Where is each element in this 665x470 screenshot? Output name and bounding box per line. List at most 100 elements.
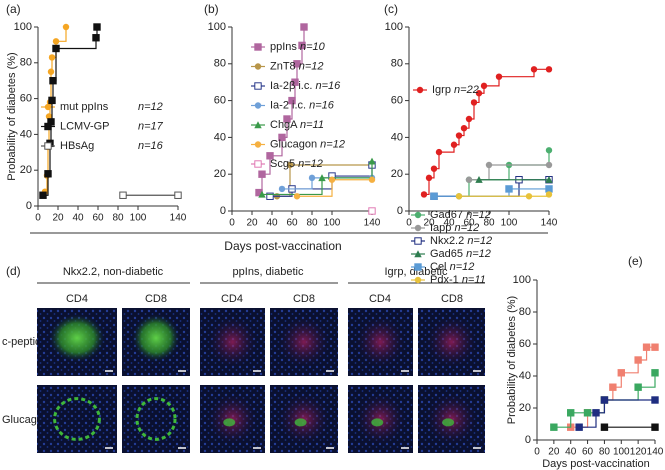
marker <box>266 152 274 160</box>
subcolumn-header: CD4 <box>369 293 391 305</box>
legend-label: Gad67 n=12 <box>430 209 491 221</box>
infiltrate <box>424 314 479 370</box>
column-header: Nkx2.2, non-diabetic <box>63 266 164 278</box>
marker <box>525 193 533 200</box>
legend-label: Igrp n=22 <box>432 84 479 96</box>
legend-label: Ia-2β i.c. n=16 <box>270 80 341 92</box>
legend-label: mut ppIns n=12 <box>60 101 163 113</box>
column-header: ppIns, diabetic <box>233 266 304 278</box>
marker <box>583 409 592 417</box>
marker <box>435 148 443 156</box>
x-tick-label: 80 <box>112 213 124 224</box>
marker <box>39 191 47 199</box>
marker <box>258 190 266 198</box>
column-header: Igrp, diabetic <box>385 266 448 278</box>
legend-name: ZnT8 <box>270 60 296 72</box>
legend-marker <box>44 122 52 131</box>
marker <box>293 60 301 68</box>
legend-label: ChgA n=11 <box>270 119 324 131</box>
legend-n: n=12 <box>466 248 491 260</box>
marker <box>495 73 503 80</box>
marker <box>174 191 182 199</box>
micrographs <box>37 308 485 453</box>
marker <box>278 133 286 142</box>
marker <box>465 115 473 123</box>
islet-cells <box>294 418 307 427</box>
legend-name: Nkx2.2 <box>430 235 464 247</box>
marker <box>93 23 101 31</box>
y-tick-label: 40 <box>391 131 403 143</box>
legend-n: n=12 <box>138 101 163 113</box>
legend-label: LCMV-GP n=17 <box>60 120 164 132</box>
legend-n: n=12 <box>454 222 479 234</box>
subcolumn-header: CD4 <box>221 293 243 305</box>
y-tick-label: 20 <box>214 168 226 180</box>
y-tick-label: 100 <box>385 21 403 33</box>
marker <box>368 176 376 183</box>
legend-name: LCMV-GP <box>60 120 110 132</box>
x-tick-label: 0 <box>229 218 235 229</box>
legend-n: n=11 <box>462 274 486 286</box>
panel-d: (d) Nkx2.2, non-diabetic ppIns, diabetic… <box>2 264 485 453</box>
x-tick-label: 0 <box>534 447 540 458</box>
marker <box>505 185 513 193</box>
row-label: c-peptide <box>2 336 47 348</box>
nuclei <box>122 385 190 453</box>
legend-label: Ia-2 i.c. n=16 <box>270 99 335 111</box>
marker <box>308 174 316 182</box>
marker <box>291 78 299 86</box>
legend-n: n=16 <box>309 99 335 111</box>
infiltrate <box>354 391 407 447</box>
marker <box>475 90 483 97</box>
marker <box>49 77 57 85</box>
y-tick-label: 20 <box>391 168 403 180</box>
legend-marker <box>254 82 262 90</box>
y-tick-label: 0 <box>397 205 403 217</box>
marker <box>298 41 306 50</box>
infiltrate <box>424 391 479 447</box>
legend-n: n=10 <box>300 41 326 53</box>
y-tick-label: 60 <box>391 95 403 107</box>
marker <box>286 161 294 169</box>
x-tick-label: 0 <box>35 213 41 224</box>
x-tick-label: 140 <box>170 213 187 224</box>
legend-label: ppIns n=10 <box>270 41 326 53</box>
marker <box>92 34 100 42</box>
legend-marker <box>414 224 422 232</box>
step-line <box>579 399 655 428</box>
legend-label: Iapp n=12 <box>430 222 479 234</box>
subcolumn-header: CD8 <box>293 293 315 305</box>
legend-n: n=16 <box>315 80 341 92</box>
y-tick-label: 0 <box>220 205 226 217</box>
marker <box>470 99 478 106</box>
marker <box>634 383 642 391</box>
legend-n: n=16 <box>138 140 164 152</box>
marker <box>465 176 473 183</box>
marker <box>634 356 642 364</box>
legend-name: ChgA <box>270 119 298 131</box>
marker <box>328 176 336 183</box>
legend-name: Iapp <box>430 222 451 234</box>
islet-rim <box>135 397 177 441</box>
legend-name: mut ppIns <box>60 101 109 113</box>
marker <box>530 66 538 73</box>
step-line <box>297 179 372 197</box>
legend-name: Ia-2 i.c. <box>270 99 306 111</box>
x-tick-label: 100 <box>501 218 518 229</box>
marker <box>485 161 493 169</box>
islet-stain <box>131 313 181 363</box>
marker <box>617 369 625 377</box>
legend-label: Nkx2.2 n=12 <box>430 235 492 247</box>
marker <box>545 147 553 154</box>
x-tick-label: 60 <box>582 447 594 458</box>
legend-marker <box>44 103 52 111</box>
infiltrate <box>354 314 407 370</box>
marker <box>48 96 56 105</box>
legend-marker <box>414 250 422 258</box>
legend-n: n=17 <box>138 120 164 132</box>
marker <box>545 191 553 198</box>
marker <box>609 383 617 391</box>
x-tick-label: 80 <box>599 447 611 458</box>
legend-name: Cel <box>430 261 447 273</box>
marker <box>651 423 659 431</box>
